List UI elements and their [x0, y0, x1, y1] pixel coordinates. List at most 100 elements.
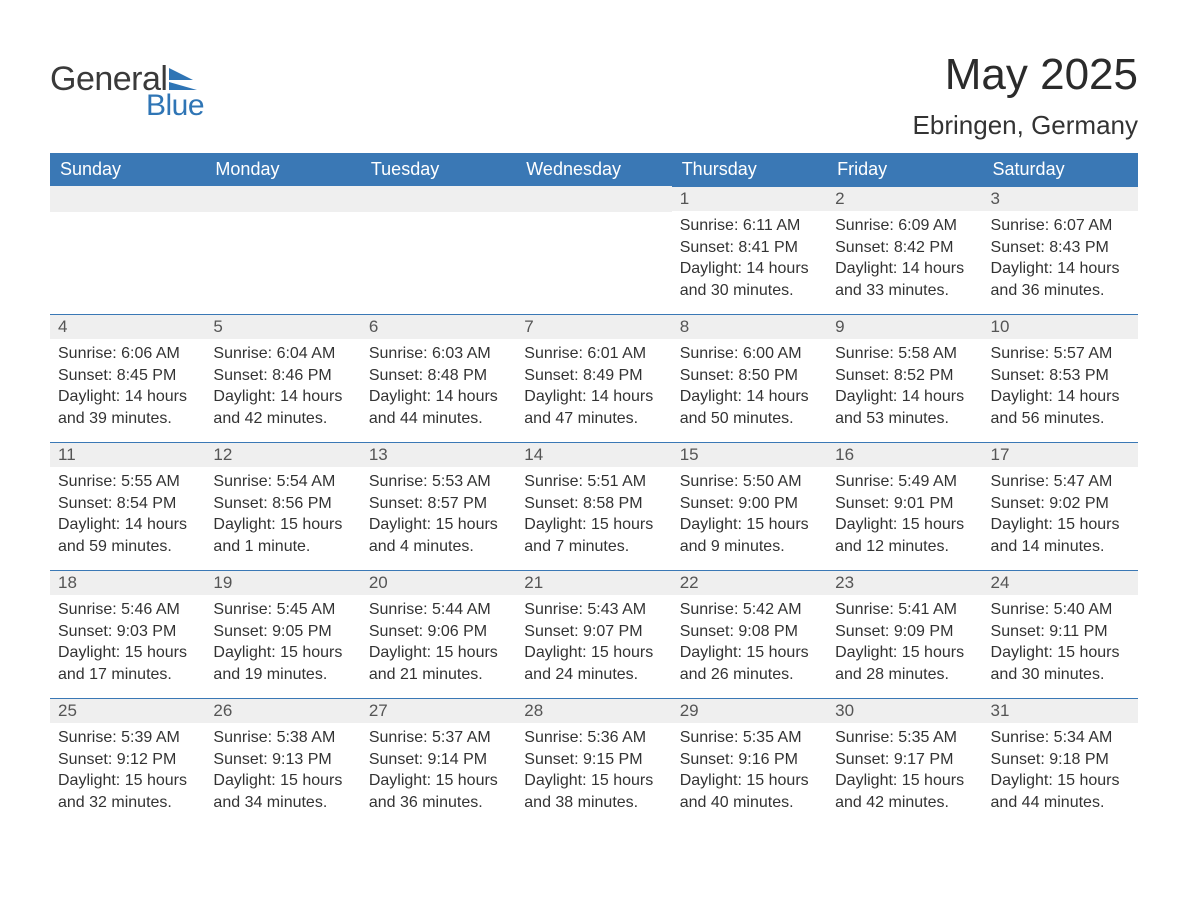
day-number: 16	[827, 442, 982, 467]
day-details: Sunrise: 6:09 AMSunset: 8:42 PMDaylight:…	[827, 211, 982, 309]
day-number: 1	[672, 186, 827, 211]
sunset-line: Sunset: 8:58 PM	[524, 493, 663, 515]
calendar-day-cell: 12Sunrise: 5:54 AMSunset: 8:56 PMDayligh…	[205, 442, 360, 570]
empty-day-header	[516, 186, 671, 212]
day-number: 28	[516, 698, 671, 723]
day-number: 20	[361, 570, 516, 595]
daylight-line: Daylight: 15 hours and 44 minutes.	[991, 770, 1130, 813]
daylight-line: Daylight: 15 hours and 17 minutes.	[58, 642, 197, 685]
calendar-week-row: 1Sunrise: 6:11 AMSunset: 8:41 PMDaylight…	[50, 186, 1138, 314]
daylight-line: Daylight: 15 hours and 34 minutes.	[213, 770, 352, 813]
day-name: Tuesday	[361, 153, 516, 186]
calendar-day-cell: 26 Sunrise: 5:38 AMSunset: 9:13 PMDayligh…	[205, 698, 360, 826]
calendar-day-cell: 29Sunrise: 5:35 AMSunset: 9:16 PMDayligh…	[672, 698, 827, 826]
day-details: Sunrise: 6:04 AMSunset: 8:46 PMDaylight:…	[205, 339, 360, 437]
calendar-day-cell: 6Sunrise: 6:03 AMSunset: 8:48 PMDaylight…	[361, 314, 516, 442]
daylight-line: Daylight: 14 hours and 42 minutes.	[213, 386, 352, 429]
calendar-day-cell	[50, 186, 205, 314]
sunset-line: Sunset: 9:16 PM	[680, 749, 819, 771]
sunrise-line: Sunrise: 6:00 AM	[680, 343, 819, 365]
daylight-line: Daylight: 15 hours and 4 minutes.	[369, 514, 508, 557]
day-number: 23	[827, 570, 982, 595]
day-number: 9	[827, 314, 982, 339]
sunrise-line: Sunrise: 5:42 AM	[680, 599, 819, 621]
sunset-line: Sunset: 8:50 PM	[680, 365, 819, 387]
day-details: Sunrise: 5:34 AMSunset: 9:18 PMDaylight:…	[983, 723, 1138, 821]
calendar-week-row: 25Sunrise: 5:39 AMSunset: 9:12 PMDayligh…	[50, 698, 1138, 826]
daylight-line: Daylight: 15 hours and 12 minutes.	[835, 514, 974, 557]
day-number: 26	[205, 698, 360, 723]
daylight-line: Daylight: 14 hours and 56 minutes.	[991, 386, 1130, 429]
sunrise-line: Sunrise: 5:47 AM	[991, 471, 1130, 493]
calendar-week-row: 11Sunrise: 5:55 AMSunset: 8:54 PMDayligh…	[50, 442, 1138, 570]
day-number: 8	[672, 314, 827, 339]
day-details: Sunrise: 5:36 AMSunset: 9:15 PMDaylight:…	[516, 723, 671, 821]
sunset-line: Sunset: 8:41 PM	[680, 237, 819, 259]
day-details: Sunrise: 5:43 AMSunset: 9:07 PMDaylight:…	[516, 595, 671, 693]
brand-word-2: Blue	[146, 89, 204, 123]
day-number: 30	[827, 698, 982, 723]
calendar-day-cell	[205, 186, 360, 314]
sunset-line: Sunset: 8:53 PM	[991, 365, 1130, 387]
empty-day-header	[361, 186, 516, 212]
day-number: 21	[516, 570, 671, 595]
day-number: 13	[361, 442, 516, 467]
sunset-line: Sunset: 9:06 PM	[369, 621, 508, 643]
sunset-line: Sunset: 9:13 PM	[213, 749, 352, 771]
calendar-day-cell: 3Sunrise: 6:07 AMSunset: 8:43 PMDaylight…	[983, 186, 1138, 314]
day-number: 3	[983, 186, 1138, 211]
day-details: Sunrise: 6:07 AMSunset: 8:43 PMDaylight:…	[983, 211, 1138, 309]
daylight-line: Daylight: 15 hours and 28 minutes.	[835, 642, 974, 685]
day-details: Sunrise: 5:55 AMSunset: 8:54 PMDaylight:…	[50, 467, 205, 565]
calendar-week-row: 4Sunrise: 6:06 AMSunset: 8:45 PMDaylight…	[50, 314, 1138, 442]
empty-day-header	[50, 186, 205, 212]
sunset-line: Sunset: 9:00 PM	[680, 493, 819, 515]
calendar-day-cell: 19Sunrise: 5:45 AMSunset: 9:05 PMDayligh…	[205, 570, 360, 698]
calendar-day-cell: 30Sunrise: 5:35 AMSunset: 9:17 PMDayligh…	[827, 698, 982, 826]
sunset-line: Sunset: 8:43 PM	[991, 237, 1130, 259]
sunset-line: Sunset: 8:49 PM	[524, 365, 663, 387]
day-name: Monday	[205, 153, 360, 186]
sunset-line: Sunset: 9:03 PM	[58, 621, 197, 643]
calendar-page: General Blue May 2025 Ebringen, Germany …	[0, 0, 1188, 856]
day-name: Saturday	[983, 153, 1138, 186]
sunset-line: Sunset: 8:52 PM	[835, 365, 974, 387]
day-number: 6	[361, 314, 516, 339]
sunset-line: Sunset: 8:42 PM	[835, 237, 974, 259]
sunrise-line: Sunrise: 6:01 AM	[524, 343, 663, 365]
day-details: Sunrise: 5:53 AMSunset: 8:57 PMDaylight:…	[361, 467, 516, 565]
calendar-day-cell: 16Sunrise: 5:49 AMSunset: 9:01 PMDayligh…	[827, 442, 982, 570]
sunrise-line: Sunrise: 6:11 AM	[680, 215, 819, 237]
daylight-line: Daylight: 15 hours and 19 minutes.	[213, 642, 352, 685]
day-number: 31	[983, 698, 1138, 723]
sunrise-line: Sunrise: 5:55 AM	[58, 471, 197, 493]
sunset-line: Sunset: 9:11 PM	[991, 621, 1130, 643]
daylight-line: Daylight: 14 hours and 53 minutes.	[835, 386, 974, 429]
sunset-line: Sunset: 9:05 PM	[213, 621, 352, 643]
sunset-line: Sunset: 9:17 PM	[835, 749, 974, 771]
daylight-line: Daylight: 14 hours and 39 minutes.	[58, 386, 197, 429]
day-details: Sunrise: 6:11 AMSunset: 8:41 PMDaylight:…	[672, 211, 827, 309]
day-number: 11	[50, 442, 205, 467]
page-header: General Blue May 2025 Ebringen, Germany	[50, 50, 1138, 141]
sunrise-line: Sunrise: 5:38 AM	[213, 727, 352, 749]
sunset-line: Sunset: 8:54 PM	[58, 493, 197, 515]
day-details: Sunrise: 5:44 AMSunset: 9:06 PMDaylight:…	[361, 595, 516, 693]
calendar-day-cell: 11Sunrise: 5:55 AMSunset: 8:54 PMDayligh…	[50, 442, 205, 570]
sunset-line: Sunset: 9:08 PM	[680, 621, 819, 643]
day-number: 25	[50, 698, 205, 723]
daylight-line: Daylight: 15 hours and 21 minutes.	[369, 642, 508, 685]
calendar-day-cell: 4Sunrise: 6:06 AMSunset: 8:45 PMDaylight…	[50, 314, 205, 442]
day-names-row: Sunday Monday Tuesday Wednesday Thursday…	[50, 153, 1138, 186]
sunrise-line: Sunrise: 5:36 AM	[524, 727, 663, 749]
day-details: Sunrise: 5:37 AMSunset: 9:14 PMDaylight:…	[361, 723, 516, 821]
title-block: May 2025 Ebringen, Germany	[913, 50, 1138, 141]
day-details: Sunrise: 5:45 AMSunset: 9:05 PMDaylight:…	[205, 595, 360, 693]
day-details: Sunrise: 5:35 AMSunset: 9:16 PMDaylight:…	[672, 723, 827, 821]
sunrise-line: Sunrise: 5:43 AM	[524, 599, 663, 621]
sunrise-line: Sunrise: 5:35 AM	[835, 727, 974, 749]
sunrise-line: Sunrise: 5:37 AM	[369, 727, 508, 749]
daylight-line: Daylight: 15 hours and 1 minute.	[213, 514, 352, 557]
calendar-title: May 2025	[913, 50, 1138, 100]
daylight-line: Daylight: 15 hours and 9 minutes.	[680, 514, 819, 557]
